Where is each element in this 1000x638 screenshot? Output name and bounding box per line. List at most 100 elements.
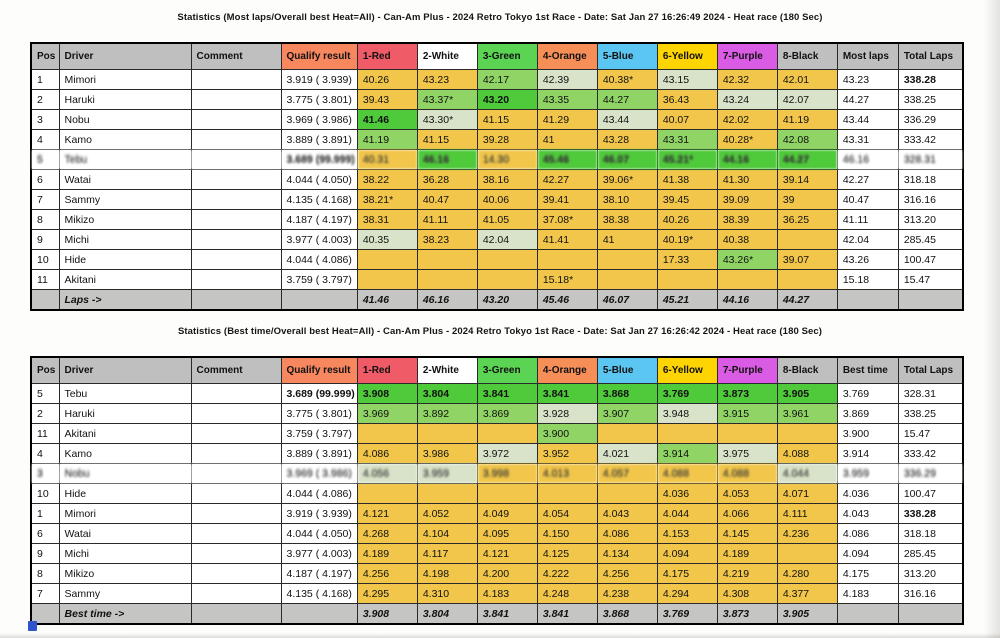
header-row: Pos Driver Comment Qualify result 1-Red 2-Whi… bbox=[30, 356, 964, 384]
heat-cell: 39.45 bbox=[656, 189, 718, 210]
heat-cell: 43.28 bbox=[596, 129, 658, 150]
heat-cell: 3.873 bbox=[716, 383, 778, 404]
result-cell: 43.23 bbox=[836, 69, 899, 90]
total-laps-cell: 316.16 bbox=[897, 583, 964, 604]
heat-cell bbox=[476, 269, 538, 290]
heat-cell: 40.26 bbox=[656, 209, 718, 230]
heat-cell: 4.095 bbox=[476, 523, 538, 544]
comment-cell bbox=[190, 129, 282, 150]
row-hide: 10 Hide 4.044 ( 4.086) 17.33 43.26* 39.07 43.2… bbox=[30, 249, 964, 270]
row-mimori: 1 Mimori 3.919 ( 3.939) 4.121 4.052 4.049 4.05… bbox=[30, 503, 964, 524]
driver-cell: Sammy bbox=[58, 583, 192, 604]
driver-cell: Kamo bbox=[58, 129, 192, 150]
heat-cell: 42.01 bbox=[776, 69, 838, 90]
heat-cell: 36.25 bbox=[776, 209, 838, 230]
footer-row: Best time -> 3.908 3.804 3.841 3.841 3.868 3.7… bbox=[30, 603, 964, 625]
heat-cell bbox=[356, 423, 418, 444]
heat-cell: 40.35 bbox=[356, 229, 418, 250]
heat-cell bbox=[716, 423, 778, 444]
pos-cell: 11 bbox=[30, 269, 60, 290]
heat-cell: 3.998 bbox=[476, 463, 538, 484]
pos-cell: 3 bbox=[30, 109, 60, 130]
column-header-5-blue: 5-Blue bbox=[596, 356, 658, 384]
heat-cell: 41.11 bbox=[416, 209, 478, 230]
qualify-cell: 4.135 ( 4.168) bbox=[280, 583, 358, 604]
column-header-best-time: Best time bbox=[836, 356, 899, 384]
footer-result-cell bbox=[836, 603, 899, 625]
heat-cell: 38.31 bbox=[356, 209, 418, 230]
driver-cell: Nobu bbox=[58, 463, 192, 484]
driver-cell: Haruki bbox=[58, 89, 192, 110]
footer-value-cell: 3.873 bbox=[716, 603, 778, 625]
driver-cell: Sammy bbox=[58, 189, 192, 210]
total-laps-cell: 285.45 bbox=[897, 229, 964, 250]
heat-cell: 3.907 bbox=[596, 403, 658, 424]
qualify-cell: 4.044 ( 4.086) bbox=[280, 483, 358, 504]
qualify-cell: 3.919 ( 3.939) bbox=[280, 69, 358, 90]
heat-cell: 4.125 bbox=[536, 543, 598, 564]
qualify-cell: 3.889 ( 3.891) bbox=[280, 129, 358, 150]
result-cell: 41.11 bbox=[836, 209, 899, 230]
heat-cell bbox=[476, 249, 538, 270]
footer-value-cell: 44.16 bbox=[716, 289, 778, 311]
heat-cell: 40.26 bbox=[356, 69, 418, 90]
footer-value-cell: 44.27 bbox=[776, 289, 838, 311]
heat-cell: 43.23 bbox=[416, 69, 478, 90]
pos-cell: 7 bbox=[30, 583, 60, 604]
total-laps-cell: 285.45 bbox=[897, 543, 964, 564]
qualify-cell: 4.044 ( 4.050) bbox=[280, 523, 358, 544]
heat-cell: 4.088 bbox=[716, 463, 778, 484]
footer-value-cell: 3.905 bbox=[776, 603, 838, 625]
result-cell: 42.27 bbox=[836, 169, 899, 190]
heat-cell: 41 bbox=[536, 129, 598, 150]
total-laps-cell: 336.29 bbox=[897, 109, 964, 130]
pos-cell: 6 bbox=[30, 523, 60, 544]
qualify-cell: 3.775 ( 3.801) bbox=[280, 403, 358, 424]
heat-cell: 4.021 bbox=[596, 443, 658, 464]
heat-cell bbox=[596, 249, 658, 270]
total-laps-cell: 313.20 bbox=[897, 209, 964, 230]
driver-cell: Michi bbox=[58, 229, 192, 250]
heat-cell: 39.28 bbox=[476, 129, 538, 150]
heat-cell: 4.086 bbox=[356, 443, 418, 464]
heat-cell: 41.41 bbox=[536, 229, 598, 250]
heat-cell: 4.088 bbox=[776, 443, 838, 464]
heat-cell: 3.975 bbox=[716, 443, 778, 464]
heat-cell: 3.868 bbox=[596, 383, 658, 404]
heat-cell bbox=[416, 249, 478, 270]
column-header-5-blue: 5-Blue bbox=[596, 42, 658, 70]
driver-cell: Hide bbox=[58, 249, 192, 270]
heat-cell: 39.09 bbox=[716, 189, 778, 210]
column-header-1-red: 1-Red bbox=[356, 356, 418, 384]
heat-cell: 4.200 bbox=[476, 563, 538, 584]
footer-value-cell: 3.868 bbox=[596, 603, 658, 625]
column-header-total-laps: Total Laps bbox=[897, 42, 964, 70]
pos-cell: 9 bbox=[30, 229, 60, 250]
column-header-2-white: 2-White bbox=[416, 42, 478, 70]
pos-cell: 4 bbox=[30, 443, 60, 464]
heat-cell: 41.46 bbox=[356, 109, 418, 130]
heat-cell: 40.31 bbox=[356, 149, 418, 170]
heat-cell: 40.38* bbox=[596, 69, 658, 90]
comment-cell bbox=[190, 403, 282, 424]
heat-cell: 43.20 bbox=[476, 89, 538, 110]
footer-value-cell: 3.769 bbox=[656, 603, 718, 625]
heat-cell: 4.121 bbox=[356, 503, 418, 524]
comment-cell bbox=[190, 189, 282, 210]
driver-cell: Mimori bbox=[58, 503, 192, 524]
heat-cell: 4.071 bbox=[776, 483, 838, 504]
footer-comment-cell bbox=[190, 289, 282, 311]
comment-cell bbox=[190, 443, 282, 464]
heat-cell: 4.056 bbox=[356, 463, 418, 484]
heat-cell: 3.900 bbox=[536, 423, 598, 444]
heat-cell: 4.222 bbox=[536, 563, 598, 584]
heat-cell: 4.049 bbox=[476, 503, 538, 524]
heat-cell bbox=[596, 483, 658, 504]
heat-cell: 4.043 bbox=[596, 503, 658, 524]
heat-cell: 4.280 bbox=[776, 563, 838, 584]
heat-cell: 42.02 bbox=[716, 109, 778, 130]
qualify-cell: 4.187 ( 4.197) bbox=[280, 209, 358, 230]
qualify-cell: 3.689 (99.999) bbox=[280, 149, 358, 170]
heat-cell bbox=[596, 269, 658, 290]
